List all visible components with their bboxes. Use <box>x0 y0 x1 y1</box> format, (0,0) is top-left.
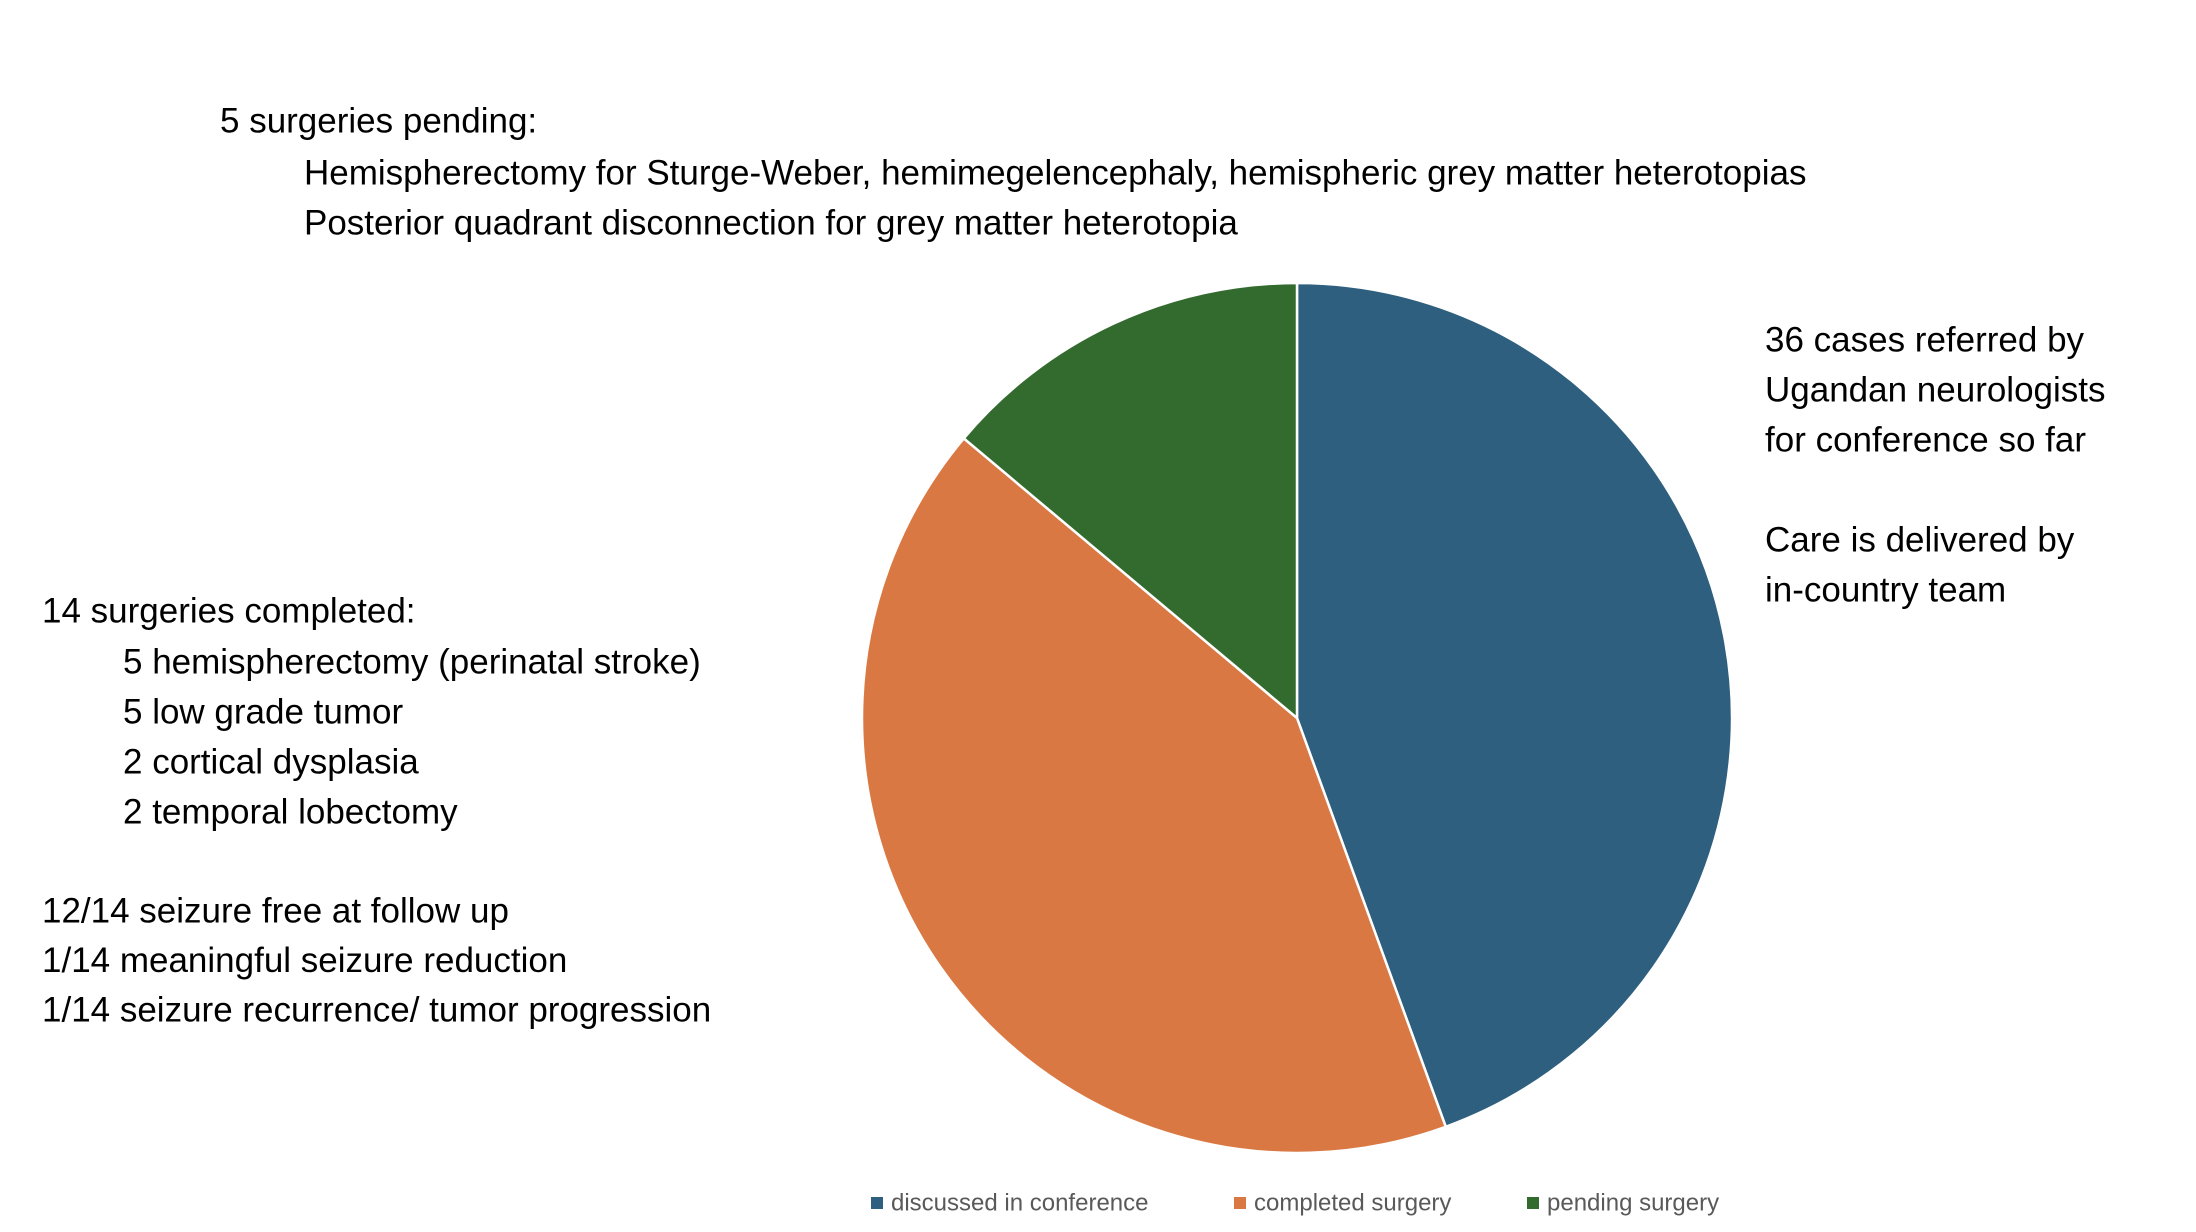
completed-item: 5 hemispherectomy (perinatal stroke) <box>123 642 701 681</box>
legend-label: discussed in conference <box>891 1189 1148 1216</box>
pending-heading: 5 surgeries pending: <box>220 101 537 140</box>
completed-item: 2 cortical dysplasia <box>123 742 419 781</box>
note-line: for conference so far <box>1765 420 2086 459</box>
completed-heading: 14 surgeries completed: <box>42 591 416 630</box>
legend-swatch <box>1234 1197 1246 1209</box>
completed-item: 2 temporal lobectomy <box>123 792 458 831</box>
note-line: Ugandan neurologists <box>1765 370 2106 409</box>
pie-slice <box>860 436 1448 1155</box>
pending-item: Posterior quadrant disconnection for gre… <box>304 203 1238 242</box>
legend-label: completed surgery <box>1254 1189 1451 1216</box>
note-line: in-country team <box>1765 570 2006 609</box>
outcome-line: 1/14 meaningful seizure reduction <box>42 941 567 980</box>
pending-item: Hemispherectomy for Sturge-Weber, hemime… <box>304 153 1806 192</box>
outcome-line: 1/14 seizure recurrence/ tumor progressi… <box>42 990 711 1029</box>
note-line: 36 cases referred by <box>1765 320 2085 359</box>
legend-swatch <box>871 1197 883 1209</box>
pie-slice <box>1295 281 1734 1129</box>
note-line: Care is delivered by <box>1765 520 2075 559</box>
legend-label: pending surgery <box>1547 1189 1719 1216</box>
outcome-line: 12/14 seizure free at follow up <box>42 891 509 930</box>
pie-slice <box>962 281 1299 721</box>
completed-item: 5 low grade tumor <box>123 692 403 731</box>
legend-swatch <box>1527 1197 1539 1209</box>
